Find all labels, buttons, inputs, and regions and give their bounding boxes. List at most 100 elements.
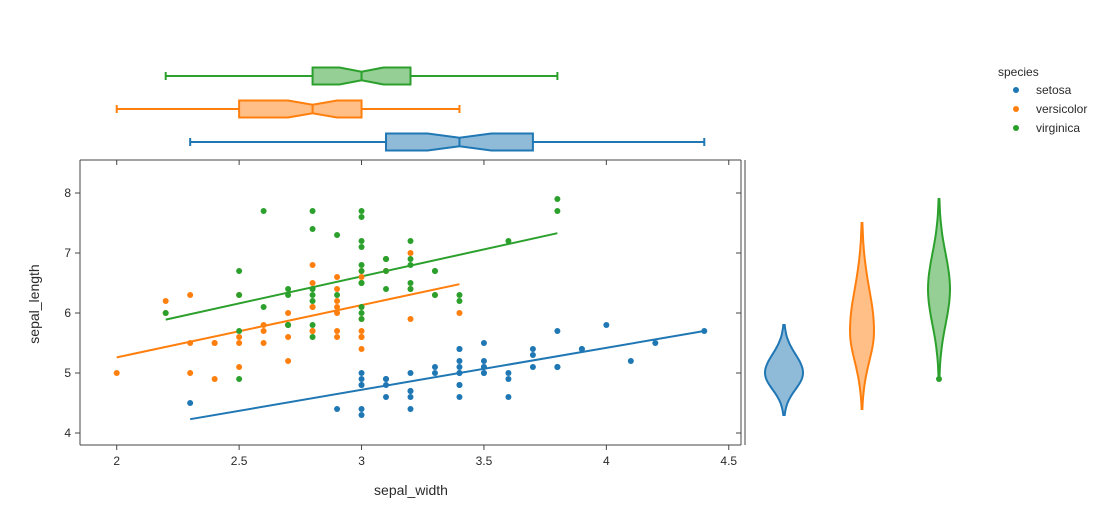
- point-virginica[interactable]: [383, 286, 390, 292]
- point-virginica[interactable]: [456, 292, 463, 298]
- box-plot-virginica[interactable]: [164, 66, 559, 86]
- point-setosa[interactable]: [383, 382, 390, 388]
- point-virginica[interactable]: [358, 262, 365, 268]
- point-versicolor[interactable]: [211, 340, 218, 346]
- point-versicolor[interactable]: [236, 364, 243, 370]
- point-setosa[interactable]: [334, 406, 341, 412]
- point-versicolor[interactable]: [309, 280, 316, 286]
- point-setosa[interactable]: [529, 352, 536, 358]
- point-setosa[interactable]: [407, 394, 414, 400]
- point-versicolor[interactable]: [236, 340, 243, 346]
- point-setosa[interactable]: [456, 370, 463, 376]
- violin-versicolor[interactable]: [848, 222, 876, 410]
- point-versicolor[interactable]: [260, 340, 267, 346]
- point-setosa[interactable]: [456, 394, 463, 400]
- point-setosa[interactable]: [358, 406, 365, 412]
- point-versicolor[interactable]: [260, 322, 267, 328]
- point-versicolor[interactable]: [309, 262, 316, 268]
- point-versicolor[interactable]: [334, 274, 341, 280]
- point-versicolor[interactable]: [285, 310, 292, 316]
- point-setosa[interactable]: [358, 376, 365, 382]
- point-setosa[interactable]: [480, 358, 487, 364]
- point-setosa[interactable]: [456, 364, 463, 370]
- point-virginica[interactable]: [431, 268, 438, 274]
- point-virginica[interactable]: [162, 310, 169, 316]
- point-virginica[interactable]: [309, 298, 316, 304]
- point-virginica[interactable]: [358, 304, 365, 310]
- point-virginica[interactable]: [334, 292, 341, 298]
- point-setosa[interactable]: [480, 364, 487, 370]
- point-virginica[interactable]: [236, 376, 243, 382]
- point-virginica[interactable]: [407, 238, 414, 244]
- point-versicolor[interactable]: [358, 346, 365, 352]
- point-versicolor[interactable]: [162, 298, 169, 304]
- point-virginica[interactable]: [309, 286, 316, 292]
- point-versicolor[interactable]: [334, 304, 341, 310]
- point-versicolor[interactable]: [236, 334, 243, 340]
- point-virginica[interactable]: [358, 238, 365, 244]
- point-versicolor[interactable]: [456, 310, 463, 316]
- point-virginica[interactable]: [285, 292, 292, 298]
- point-setosa[interactable]: [480, 340, 487, 346]
- point-versicolor[interactable]: [407, 316, 414, 322]
- point-virginica[interactable]: [358, 310, 365, 316]
- legend[interactable]: species setosa versicolor virginica: [998, 65, 1087, 135]
- point-virginica[interactable]: [358, 214, 365, 220]
- point-versicolor[interactable]: [187, 370, 194, 376]
- violin-virginica[interactable]: [926, 198, 952, 380]
- point-virginica[interactable]: [431, 292, 438, 298]
- point-versicolor[interactable]: [260, 328, 267, 334]
- point-virginica[interactable]: [358, 268, 365, 274]
- point-setosa[interactable]: [383, 394, 390, 400]
- point-virginica[interactable]: [236, 328, 243, 334]
- point-setosa[interactable]: [187, 400, 194, 406]
- point-virginica[interactable]: [236, 292, 243, 298]
- point-virginica[interactable]: [358, 280, 365, 286]
- point-virginica[interactable]: [407, 286, 414, 292]
- point-versicolor[interactable]: [187, 292, 194, 298]
- point-versicolor[interactable]: [358, 328, 365, 334]
- point-virginica[interactable]: [358, 208, 365, 214]
- point-setosa[interactable]: [407, 406, 414, 412]
- point-virginica[interactable]: [309, 208, 316, 214]
- point-virginica[interactable]: [407, 262, 414, 268]
- box-plot-versicolor[interactable]: [115, 99, 461, 119]
- point-virginica[interactable]: [285, 322, 292, 328]
- point-virginica[interactable]: [407, 256, 414, 262]
- point-virginica[interactable]: [285, 286, 292, 292]
- point-setosa[interactable]: [529, 364, 536, 370]
- point-versicolor[interactable]: [285, 334, 292, 340]
- point-versicolor[interactable]: [334, 328, 341, 334]
- point-versicolor[interactable]: [309, 304, 316, 310]
- point-setosa[interactable]: [578, 346, 585, 352]
- point-setosa[interactable]: [407, 388, 414, 394]
- point-setosa[interactable]: [431, 370, 438, 376]
- point-virginica[interactable]: [309, 292, 316, 298]
- point-setosa[interactable]: [505, 376, 512, 382]
- point-virginica[interactable]: [260, 304, 267, 310]
- point-setosa[interactable]: [383, 376, 390, 382]
- box-plot-setosa[interactable]: [189, 132, 706, 152]
- point-versicolor[interactable]: [334, 310, 341, 316]
- point-versicolor[interactable]: [113, 370, 120, 376]
- legend-item-setosa[interactable]: setosa: [1013, 83, 1072, 97]
- point-setosa[interactable]: [480, 370, 487, 376]
- point-virginica[interactable]: [407, 280, 414, 286]
- point-versicolor[interactable]: [334, 334, 341, 340]
- point-setosa[interactable]: [431, 364, 438, 370]
- point-setosa[interactable]: [554, 328, 561, 334]
- point-setosa[interactable]: [529, 346, 536, 352]
- point-setosa[interactable]: [358, 382, 365, 388]
- point-virginica[interactable]: [554, 196, 561, 202]
- point-versicolor[interactable]: [407, 250, 414, 256]
- violin-setosa[interactable]: [763, 324, 805, 416]
- point-versicolor[interactable]: [285, 358, 292, 364]
- point-setosa[interactable]: [652, 340, 659, 346]
- point-setosa[interactable]: [456, 358, 463, 364]
- point-versicolor[interactable]: [358, 334, 365, 340]
- point-virginica[interactable]: [309, 334, 316, 340]
- point-setosa[interactable]: [407, 370, 414, 376]
- point-virginica[interactable]: [236, 268, 243, 274]
- point-setosa[interactable]: [505, 394, 512, 400]
- point-virginica[interactable]: [456, 298, 463, 304]
